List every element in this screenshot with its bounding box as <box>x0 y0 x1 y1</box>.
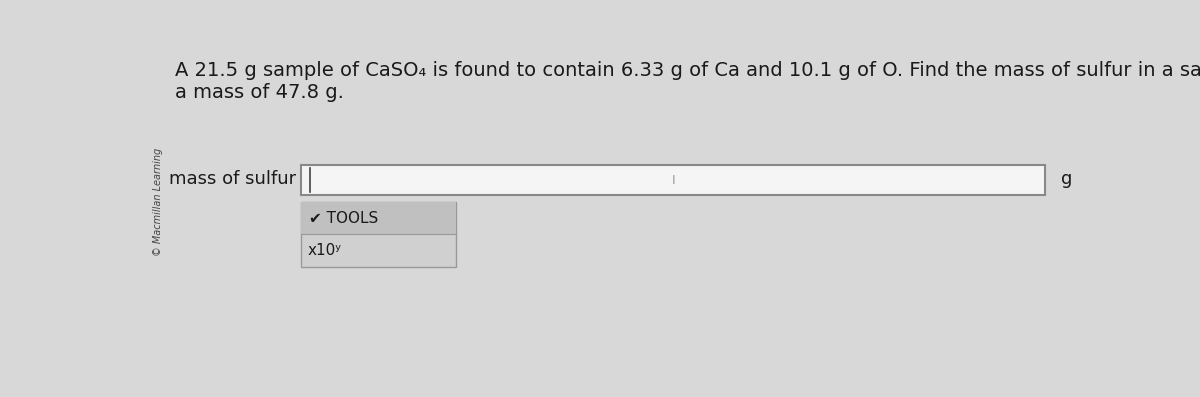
Text: g: g <box>1061 170 1072 187</box>
Text: mass of sulfur =: mass of sulfur = <box>169 170 317 187</box>
FancyBboxPatch shape <box>301 202 456 267</box>
Text: ✔ TOOLS: ✔ TOOLS <box>308 210 378 225</box>
Text: a mass of 47.8 g.: a mass of 47.8 g. <box>175 83 343 102</box>
FancyBboxPatch shape <box>301 165 1045 195</box>
Text: x10ʸ: x10ʸ <box>307 243 341 258</box>
Text: A 21.5 g sample of CaSO₄ is found to contain 6.33 g of Ca and 10.1 g of O. Find : A 21.5 g sample of CaSO₄ is found to con… <box>175 62 1200 81</box>
Text: © Macmillan Learning: © Macmillan Learning <box>152 148 163 256</box>
Text: I: I <box>671 173 674 187</box>
FancyBboxPatch shape <box>301 202 456 234</box>
